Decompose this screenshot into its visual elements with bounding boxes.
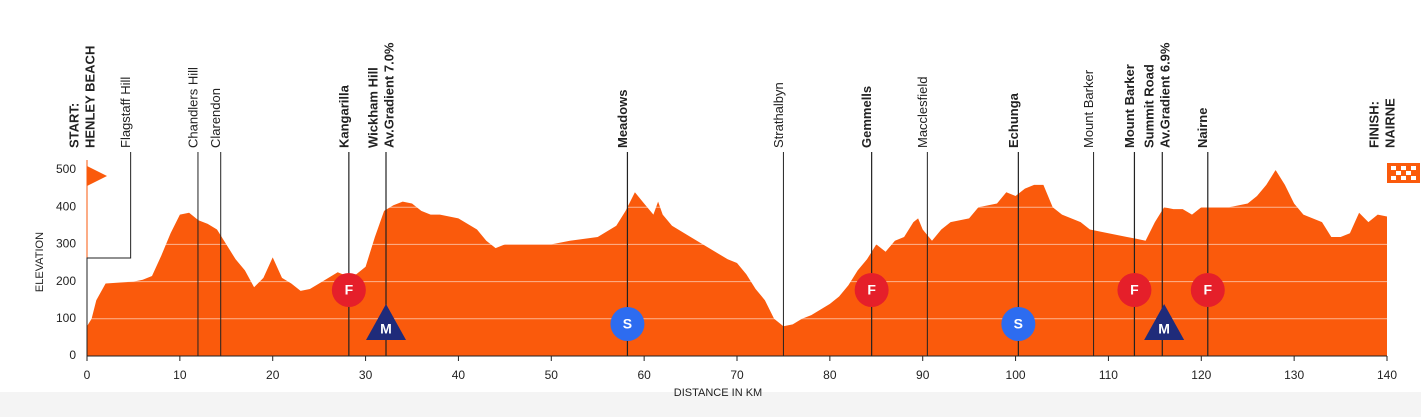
x-tick-label: 0	[84, 368, 91, 382]
location-label: Av.Gradient 7.0%	[381, 42, 396, 148]
location-label: Nairne	[1195, 108, 1210, 148]
x-tick-label: 140	[1377, 368, 1397, 382]
marker-label: M	[380, 321, 392, 337]
location-label: HENLEY BEACH	[82, 46, 97, 148]
x-tick-label: 70	[730, 368, 744, 382]
location-label: NAIRNE	[1382, 98, 1397, 148]
point-marker	[1117, 273, 1152, 307]
plot	[87, 169, 1387, 356]
marker-label: M	[1158, 321, 1170, 337]
x-tick-label: 40	[452, 368, 466, 382]
y-tick-label: 500	[56, 162, 76, 176]
x-tick-label: 20	[266, 368, 280, 382]
x-tick-label: 110	[1099, 368, 1118, 382]
x-tick-label: 10	[173, 368, 187, 382]
marker-label: F	[867, 282, 876, 298]
footer-band	[0, 392, 1421, 417]
climb-marker	[1144, 304, 1185, 340]
location-label: Kangarilla	[336, 84, 351, 148]
location-label: Macclesfield	[915, 76, 930, 148]
marker-label: S	[623, 316, 632, 332]
location-label: Mount Barker	[1122, 64, 1137, 148]
x-tick-label: 60	[637, 368, 651, 382]
start-flag	[87, 166, 107, 186]
location-label: Chandlers Hill	[185, 67, 200, 148]
x-tick-label: 120	[1191, 368, 1211, 382]
climb-marker	[366, 304, 406, 340]
x-tick-label: 30	[359, 368, 373, 382]
marker-label: F	[1204, 282, 1213, 298]
marker-label: F	[345, 282, 354, 298]
location-label: Mount Barker	[1081, 69, 1096, 148]
point-marker	[610, 307, 645, 341]
marker-label: S	[1014, 316, 1023, 332]
location-label: Wickham Hill	[365, 67, 380, 148]
y-tick-label: 200	[56, 274, 76, 288]
location-leader	[86, 152, 132, 356]
x-axis-label: DISTANCE IN KM	[674, 387, 762, 399]
point-marker	[854, 273, 889, 307]
y-tick-label: 300	[56, 237, 76, 251]
point-marker	[1001, 307, 1036, 341]
location-label: Gemmells	[859, 86, 874, 148]
finish-flag	[1387, 163, 1420, 183]
location-label: Echunga	[1006, 92, 1021, 148]
y-tick-label: 100	[56, 311, 76, 325]
location-label: Clarendon	[208, 88, 223, 148]
location-label: Av.Gradient 6.9%	[1158, 42, 1173, 148]
point-marker	[1190, 273, 1225, 307]
location-label: Meadows	[615, 89, 630, 148]
point-marker	[331, 273, 366, 307]
y-tick-label: 0	[69, 348, 76, 362]
x-tick-label: 130	[1284, 368, 1304, 382]
elevation-area	[87, 170, 1387, 356]
marker-label: F	[1130, 282, 1139, 298]
location-label: Flagstaff Hill	[118, 77, 133, 148]
location-label: Strathalbyn	[771, 82, 786, 148]
y-tick-label: 400	[56, 199, 76, 213]
location-label: START:	[66, 103, 81, 148]
x-tick-label: 80	[823, 368, 837, 382]
y-axis-label: ELEVATION	[34, 232, 46, 292]
location-label: FINISH:	[1366, 101, 1381, 148]
location-label: Summit Road	[1142, 64, 1157, 148]
x-tick-label: 90	[916, 368, 930, 382]
x-tick-label: 100	[1006, 368, 1026, 382]
x-tick-label: 50	[545, 368, 559, 382]
